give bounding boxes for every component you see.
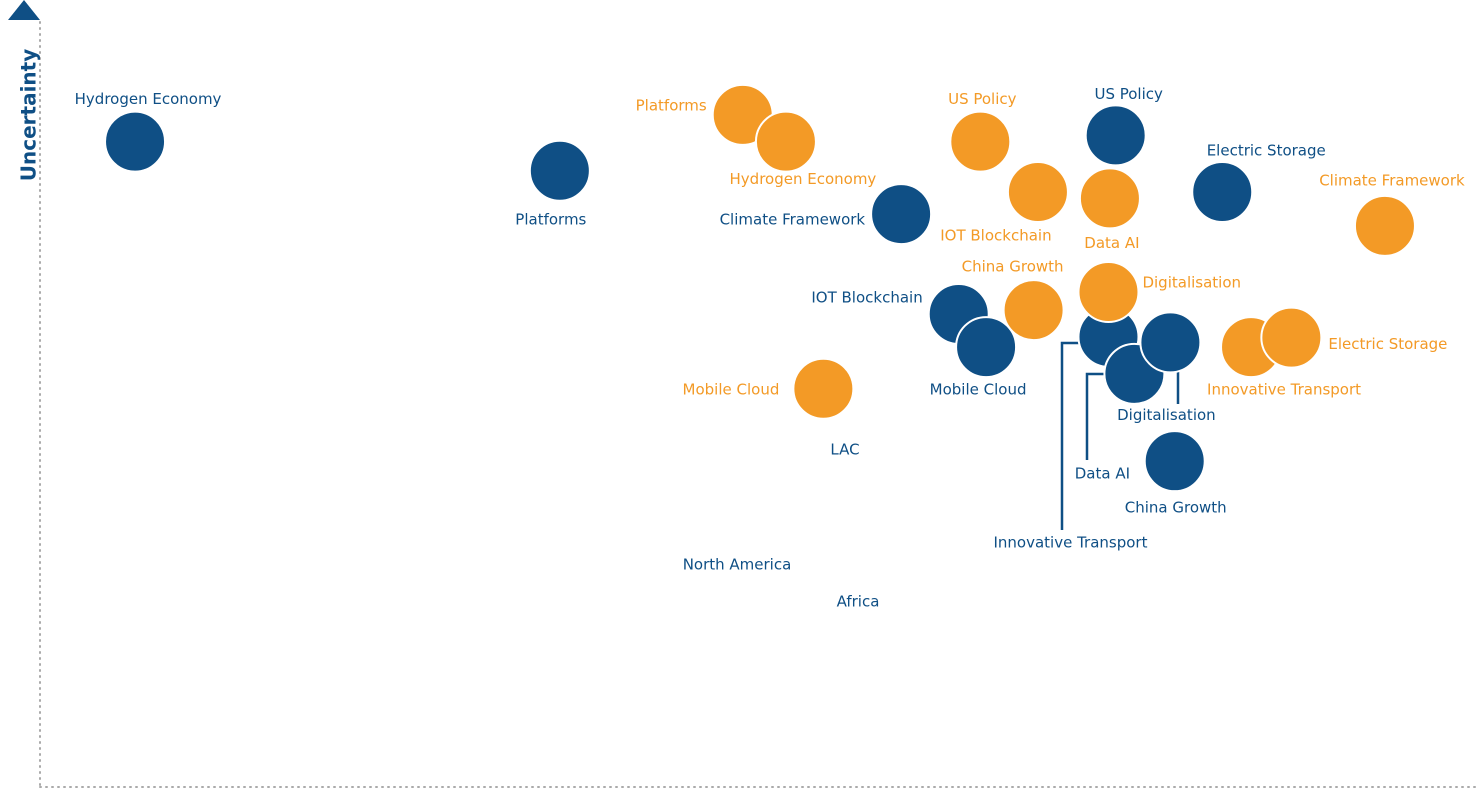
point-label: Platforms bbox=[515, 210, 586, 228]
annotation: North America bbox=[683, 556, 792, 574]
leader-line bbox=[1060, 341, 1093, 530]
point bbox=[104, 110, 167, 173]
y-axis-arrow bbox=[8, 0, 40, 20]
y-axis-label: Uncertainty bbox=[17, 49, 41, 182]
point-label: IOT Blockchain bbox=[811, 289, 922, 307]
point-label: Mobile Cloud bbox=[683, 380, 780, 398]
point bbox=[1006, 161, 1069, 224]
point-label: Data AI bbox=[1075, 464, 1130, 482]
point-label: Electric Storage bbox=[1207, 142, 1326, 160]
point bbox=[1191, 161, 1254, 224]
point bbox=[792, 357, 855, 420]
point-label: Platforms bbox=[636, 96, 707, 114]
point-label: Mobile Cloud bbox=[930, 381, 1027, 399]
point bbox=[1002, 279, 1065, 342]
point-label: Electric Storage bbox=[1328, 335, 1447, 353]
point-label: IOT Blockchain bbox=[940, 227, 1051, 245]
point-label: Hydrogen Economy bbox=[75, 90, 222, 108]
point bbox=[949, 110, 1012, 173]
point bbox=[754, 110, 817, 173]
point-label: Data AI bbox=[1084, 234, 1139, 252]
point-label: Innovative Transport bbox=[993, 533, 1147, 551]
point-label: Climate Framework bbox=[720, 211, 866, 229]
point bbox=[1077, 260, 1140, 323]
point bbox=[870, 183, 933, 246]
point bbox=[1139, 311, 1202, 374]
annotation: Africa bbox=[837, 593, 880, 611]
point-label: US Policy bbox=[1094, 85, 1163, 103]
point-label: Digitalisation bbox=[1117, 406, 1216, 424]
point bbox=[1260, 306, 1323, 369]
point-label: Digitalisation bbox=[1142, 273, 1241, 291]
point-label: China Growth bbox=[1125, 499, 1227, 517]
point-label: US Policy bbox=[948, 90, 1017, 108]
annotation: LAC bbox=[830, 441, 859, 459]
point bbox=[1078, 167, 1141, 230]
point-label: China Growth bbox=[962, 258, 1064, 276]
point bbox=[955, 316, 1018, 379]
point bbox=[528, 139, 591, 202]
point bbox=[1143, 430, 1206, 493]
leader-line bbox=[1085, 372, 1110, 460]
point bbox=[1353, 194, 1416, 257]
point-label: Innovative Transport bbox=[1207, 381, 1361, 399]
point bbox=[1084, 104, 1147, 167]
point-label: Hydrogen Economy bbox=[730, 170, 877, 188]
point-label: Climate Framework bbox=[1319, 171, 1465, 189]
